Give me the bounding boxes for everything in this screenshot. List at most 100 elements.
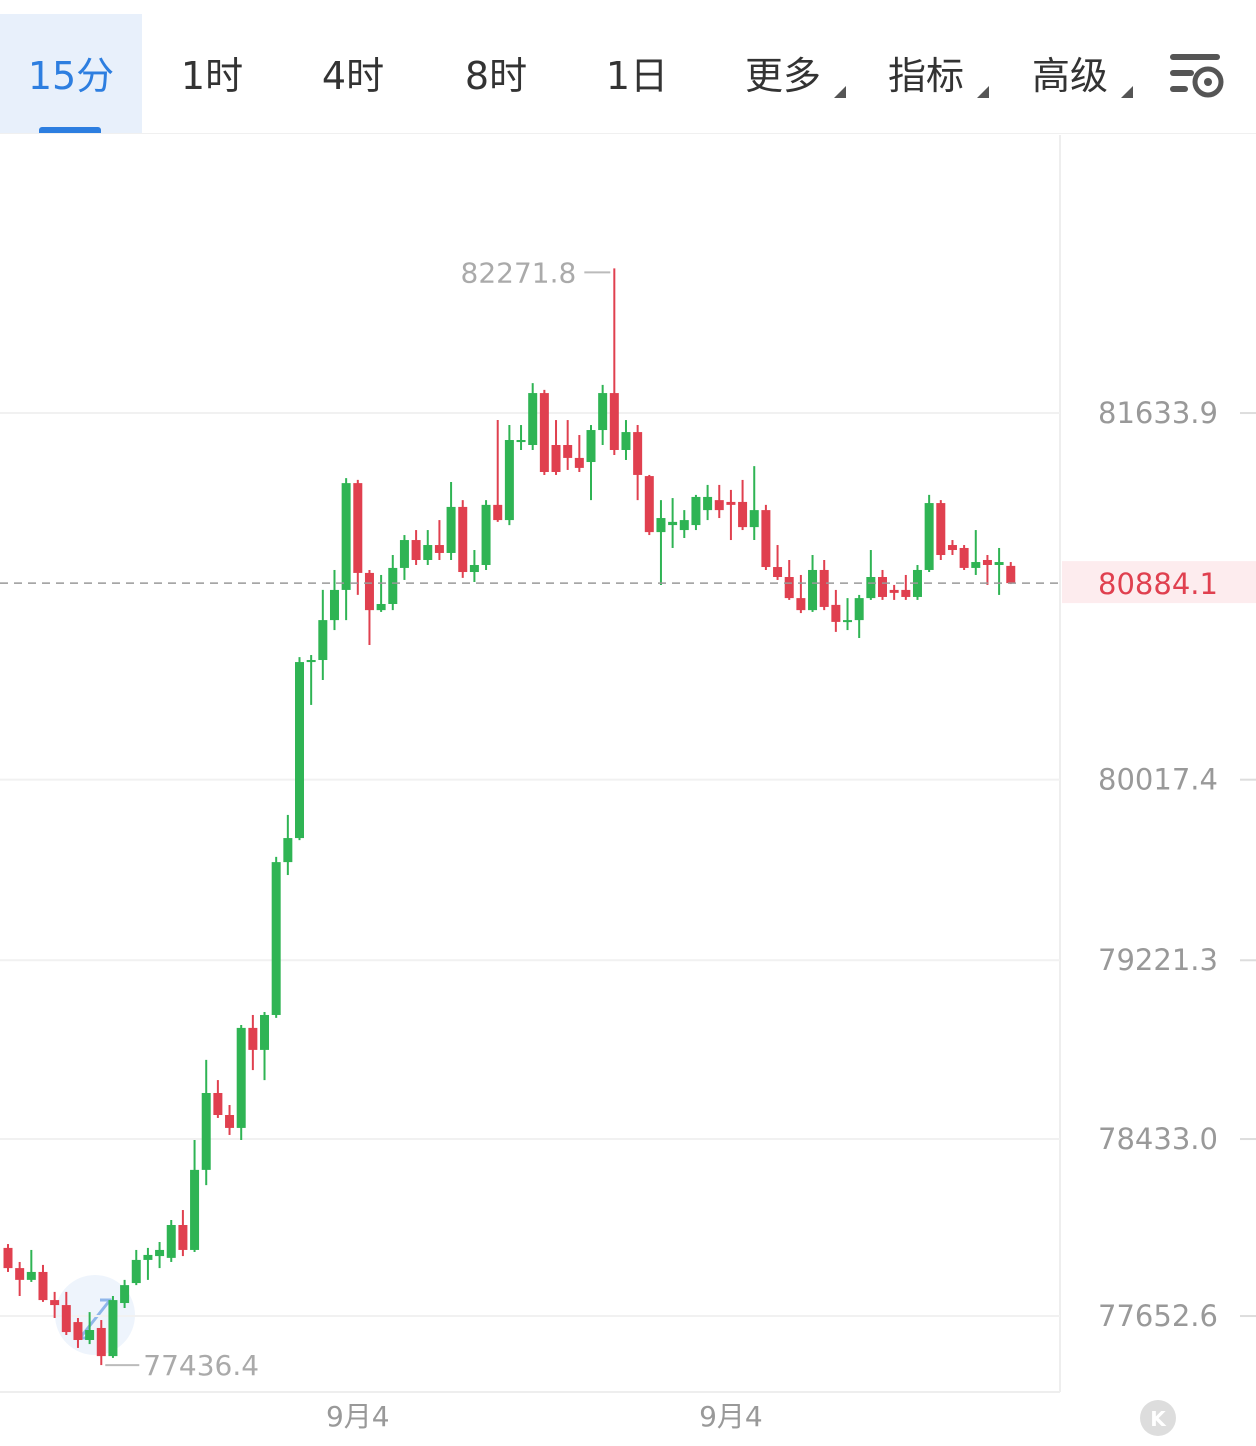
candle-body: [843, 620, 853, 623]
tab[interactable]: 更多: [744, 54, 821, 98]
candle-body: [994, 562, 1004, 565]
candle-body: [668, 521, 678, 526]
candle-body: [423, 545, 433, 560]
candle-body: [889, 589, 899, 593]
candle-body: [621, 432, 631, 450]
candle-body: [411, 540, 421, 560]
candle-body: [598, 393, 608, 431]
candle-body: [376, 603, 386, 611]
candle-body: [295, 662, 304, 839]
candle-body: [469, 564, 479, 573]
y-tick-label: 77652.6: [1098, 1299, 1218, 1333]
candle-body: [679, 520, 689, 531]
y-tick-label: 80017.4: [1098, 763, 1218, 797]
candle-body: [761, 510, 771, 568]
candle-body: [213, 1092, 223, 1115]
scroll-end-button[interactable]: [1140, 1400, 1176, 1436]
candle-body: [38, 1271, 48, 1301]
candle-body: [609, 393, 619, 450]
candle-body: [155, 1249, 165, 1257]
candle-body: [96, 1327, 106, 1357]
candle-body: [248, 1027, 258, 1050]
tab[interactable]: 1时: [180, 54, 244, 98]
candle-body: [341, 483, 351, 590]
candle-body: [493, 504, 503, 521]
tab[interactable]: 4时: [321, 54, 385, 98]
candle-body: [784, 577, 794, 599]
candle-body: [50, 1300, 60, 1306]
candle-body: [936, 503, 946, 556]
candle-body: [504, 440, 514, 521]
candle-body: [318, 620, 328, 661]
candle-body: [703, 496, 713, 511]
y-tick-label: 81633.9: [1098, 396, 1218, 430]
high-label: 82271.8: [461, 256, 577, 289]
dropdown-arrow: [834, 86, 846, 98]
tab-label: 15分: [27, 54, 115, 98]
candle-body: [458, 506, 468, 573]
candle-body: [388, 567, 398, 604]
candle-body: [85, 1330, 95, 1340]
candle-body: [1006, 565, 1016, 584]
candle-body: [982, 559, 992, 565]
dropdown-arrow: [1121, 86, 1133, 98]
toolbar: 15分 1时 4时 8时 1日 更多 指标 高级: [0, 0, 1256, 134]
candle-body: [73, 1322, 83, 1340]
x-tick-label: 9月4: [699, 1400, 763, 1433]
candle-body: [878, 577, 887, 597]
candle-body: [143, 1254, 153, 1260]
candle-body: [551, 445, 561, 472]
candle-body: [901, 589, 911, 597]
candle-body: [260, 1014, 270, 1050]
candle-body: [120, 1285, 130, 1304]
candle-body: [306, 660, 316, 663]
tab[interactable]: 高级: [1031, 54, 1108, 98]
last-price-label: 80884.1: [1098, 567, 1218, 601]
candle-body: [225, 1114, 235, 1128]
candle-body: [726, 501, 736, 505]
last-price-bg: [1062, 561, 1256, 604]
candle-body: [201, 1092, 211, 1170]
candle-body: [15, 1268, 25, 1280]
candle-body: [959, 547, 969, 568]
candle-body: [108, 1300, 118, 1357]
candle-body: [353, 483, 363, 573]
candle-body: [819, 569, 829, 607]
candle-body: [796, 598, 806, 611]
candle-body: [399, 540, 409, 568]
candle-body: [831, 604, 841, 622]
candle-body: [971, 562, 981, 568]
y-tick-label: 78433.0: [1098, 1122, 1218, 1156]
low-label: 77436.4: [143, 1349, 259, 1382]
candle-body: [854, 598, 864, 621]
candle-body: [329, 589, 339, 621]
candle-body: [434, 545, 444, 553]
candle-body: [131, 1259, 141, 1284]
scroll-end-icon: K: [1150, 1407, 1167, 1431]
settings-icon[interactable]: [1166, 50, 1228, 102]
candle-body: [446, 506, 456, 553]
tab[interactable]: 15分: [0, 14, 142, 133]
candle-body: [3, 1247, 13, 1269]
y-tick-label: 79221.3: [1098, 943, 1218, 977]
tab[interactable]: 8时: [464, 54, 528, 98]
candle-body: [236, 1027, 246, 1128]
candle-body: [364, 572, 374, 611]
x-tick-label: 9月4: [326, 1400, 390, 1433]
tab[interactable]: 1日: [605, 54, 669, 98]
tab[interactable]: 指标: [887, 54, 964, 98]
candle-body: [656, 518, 666, 533]
candle-body: [586, 430, 596, 463]
candle-body: [924, 503, 934, 570]
candle-body: [738, 501, 748, 528]
candle-body: [574, 457, 584, 468]
candle-body: [26, 1271, 36, 1280]
candle-body: [866, 577, 876, 599]
candle-body: [61, 1305, 71, 1333]
candle-body: [539, 393, 549, 472]
candle-body: [749, 510, 759, 528]
candle-body: [178, 1225, 188, 1250]
candle-body: [773, 567, 783, 578]
